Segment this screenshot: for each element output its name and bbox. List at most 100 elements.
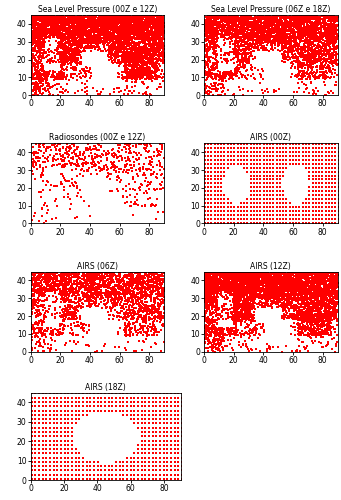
Point — [151, 282, 157, 290]
Point — [161, 274, 166, 282]
Point — [318, 268, 324, 276]
Point — [300, 329, 306, 337]
Point — [106, 268, 112, 276]
Point — [143, 424, 148, 432]
Point — [251, 276, 256, 283]
Point — [104, 154, 109, 162]
Point — [58, 322, 64, 330]
Point — [161, 428, 166, 436]
Point — [246, 286, 251, 294]
Point — [205, 28, 210, 36]
Point — [275, 17, 280, 25]
Point — [136, 276, 142, 284]
Point — [290, 45, 295, 53]
Point — [49, 328, 55, 336]
Point — [79, 80, 85, 88]
Point — [216, 27, 221, 35]
Point — [58, 402, 63, 410]
Point — [121, 12, 127, 20]
Point — [307, 58, 312, 66]
Point — [93, 302, 99, 310]
Point — [202, 46, 208, 54]
Point — [273, 270, 278, 278]
Point — [118, 58, 124, 66]
Point — [334, 281, 340, 289]
Point — [105, 24, 110, 32]
Point — [133, 193, 138, 201]
Point — [59, 14, 64, 22]
Point — [240, 18, 246, 26]
Point — [327, 26, 332, 34]
Point — [260, 24, 265, 32]
Point — [70, 38, 76, 46]
Point — [312, 28, 317, 36]
Point — [132, 53, 137, 61]
Point — [89, 278, 94, 285]
Point — [251, 16, 256, 24]
Point — [218, 16, 224, 24]
Point — [158, 41, 163, 49]
Point — [228, 324, 234, 332]
Point — [325, 288, 331, 296]
Point — [277, 180, 283, 188]
Point — [37, 272, 42, 280]
Point — [134, 56, 139, 64]
Point — [239, 54, 244, 62]
Point — [149, 290, 155, 298]
Point — [207, 328, 212, 336]
Point — [215, 144, 221, 152]
Point — [135, 47, 140, 55]
Point — [253, 286, 259, 294]
Point — [159, 48, 164, 56]
Point — [287, 34, 292, 42]
Point — [244, 15, 250, 23]
Point — [293, 24, 298, 32]
Point — [251, 286, 257, 294]
Point — [131, 292, 136, 300]
Point — [335, 320, 340, 328]
Point — [151, 68, 157, 76]
Point — [249, 286, 254, 294]
Point — [44, 24, 49, 32]
Point — [75, 12, 81, 20]
Point — [239, 310, 245, 318]
Point — [244, 299, 250, 307]
Point — [137, 75, 143, 83]
Point — [229, 291, 235, 299]
Point — [317, 271, 323, 279]
Point — [234, 58, 239, 66]
Point — [161, 269, 166, 277]
Point — [122, 74, 127, 82]
Point — [117, 268, 123, 276]
Point — [143, 318, 148, 326]
Point — [219, 14, 225, 22]
Point — [303, 48, 309, 56]
Point — [295, 269, 301, 277]
Point — [72, 25, 77, 33]
Point — [229, 11, 235, 19]
Point — [147, 194, 152, 202]
Point — [305, 52, 310, 60]
Point — [310, 303, 316, 311]
Point — [232, 42, 238, 50]
Point — [303, 306, 308, 314]
Point — [107, 34, 113, 42]
Point — [138, 64, 144, 72]
Point — [311, 88, 317, 96]
Point — [270, 24, 275, 32]
Point — [72, 26, 77, 34]
Point — [153, 462, 159, 470]
Point — [307, 290, 313, 298]
Point — [206, 43, 211, 51]
Point — [89, 37, 95, 45]
Point — [276, 40, 281, 48]
Point — [297, 14, 302, 22]
Point — [49, 14, 54, 22]
Point — [268, 13, 273, 21]
Point — [306, 16, 311, 24]
Point — [226, 310, 231, 318]
Point — [103, 28, 109, 36]
Point — [273, 276, 278, 283]
Point — [80, 162, 86, 170]
Point — [79, 79, 85, 87]
